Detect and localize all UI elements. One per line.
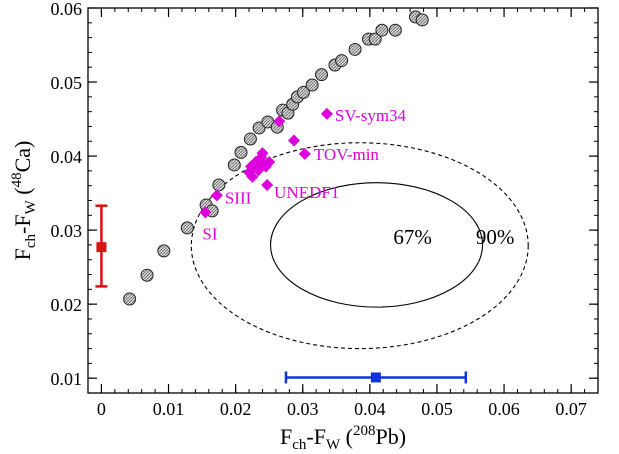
circle-point: [157, 244, 171, 258]
circle-point: [140, 268, 154, 282]
diamond-point: [199, 206, 212, 219]
y-tick-label: 0.01: [51, 369, 83, 389]
diamond-point: [298, 147, 311, 160]
x-axis-label: Fch-FW (208Pb): [280, 423, 406, 453]
circle-point: [296, 85, 310, 99]
circle-point: [123, 292, 137, 306]
diamond-point: [210, 189, 223, 202]
y-tick-label: 0.03: [51, 221, 83, 241]
circle-point: [388, 23, 402, 37]
error-bars: [95, 204, 468, 384]
x-label-tail: Pb): [375, 424, 406, 449]
circle-point: [315, 68, 329, 82]
x-tick-label: 0.01: [153, 399, 185, 419]
circle-point: [368, 32, 382, 46]
diamond-point: [263, 156, 276, 168]
model-label: UNEDF1: [274, 183, 339, 202]
x-label-mid: -F: [306, 424, 326, 449]
diamond-point: [256, 147, 269, 160]
x-label-sub2: W: [326, 437, 341, 453]
x-tick-label: 0: [97, 399, 106, 419]
axes: 0 0.01 0.02 0.03 0.04 0.05 0.06 0.07 0.01 0.02 0.0…: [51, 0, 599, 419]
y-label-sub2: W: [23, 199, 39, 214]
model-circles: [123, 10, 429, 306]
ellipse-label-67: 67%: [393, 225, 432, 249]
circle-point: [375, 23, 389, 37]
model-label: SIII: [225, 188, 252, 207]
x-tick-label: 0.05: [421, 399, 453, 419]
x-label-sub1: ch: [292, 437, 307, 453]
confidence-ellipses: 67% 90%: [190, 142, 529, 350]
y-tick-label: 0.04: [51, 147, 83, 167]
x-tick-label: 0.03: [287, 399, 319, 419]
y-label-base: F: [10, 248, 35, 260]
diamond-point: [261, 178, 274, 191]
circle-point: [212, 178, 226, 192]
x-label-base: F: [280, 424, 292, 449]
x-label-paren: (: [340, 424, 353, 449]
x-tick-label: 0.02: [220, 399, 252, 419]
y-label-sub1: ch: [23, 233, 39, 248]
model-label: TOV-min: [314, 145, 380, 164]
annotations: SV-sym34 TOV-min UNEDF1 SIII SI: [202, 106, 406, 243]
ellipse-67pct: [269, 182, 484, 308]
circle-point: [227, 158, 241, 172]
model-label: SV-sym34: [335, 106, 407, 125]
circle-point: [180, 221, 194, 235]
circle-point: [243, 132, 257, 146]
circle-point: [305, 78, 319, 92]
x-tick-label: 0.04: [354, 399, 386, 419]
circle-point: [348, 42, 362, 56]
x-label-sup: 208: [353, 423, 376, 439]
circle-point: [335, 54, 349, 68]
diamond-point: [273, 115, 286, 128]
circle-point: [234, 145, 248, 159]
circle-point: [415, 13, 429, 27]
red-data-point: [96, 242, 107, 253]
y-label-mid: -F: [10, 214, 35, 234]
diamond-point: [288, 134, 301, 147]
y-label-paren: (: [10, 187, 35, 200]
diamond-point: [320, 107, 333, 120]
y-tick-label: 0.05: [51, 73, 83, 93]
model-diamonds: [199, 107, 333, 219]
y-label-sup: 48: [9, 172, 25, 187]
blue-data-point: [370, 372, 381, 383]
model-label: SI: [202, 224, 217, 243]
diamond-point: [246, 170, 259, 183]
x-tick-label: 0.06: [488, 399, 520, 419]
y-label-tail: Ca): [10, 141, 35, 173]
x-tick-label: 0.07: [555, 399, 587, 419]
ellipse-label-90: 90%: [476, 225, 515, 249]
y-axis-label: Fch-FW (48Ca): [9, 141, 39, 261]
y-tick-label: 0.02: [51, 295, 83, 315]
ellipse-90pct: [190, 142, 529, 350]
y-tick-label: 0.06: [51, 0, 83, 19]
